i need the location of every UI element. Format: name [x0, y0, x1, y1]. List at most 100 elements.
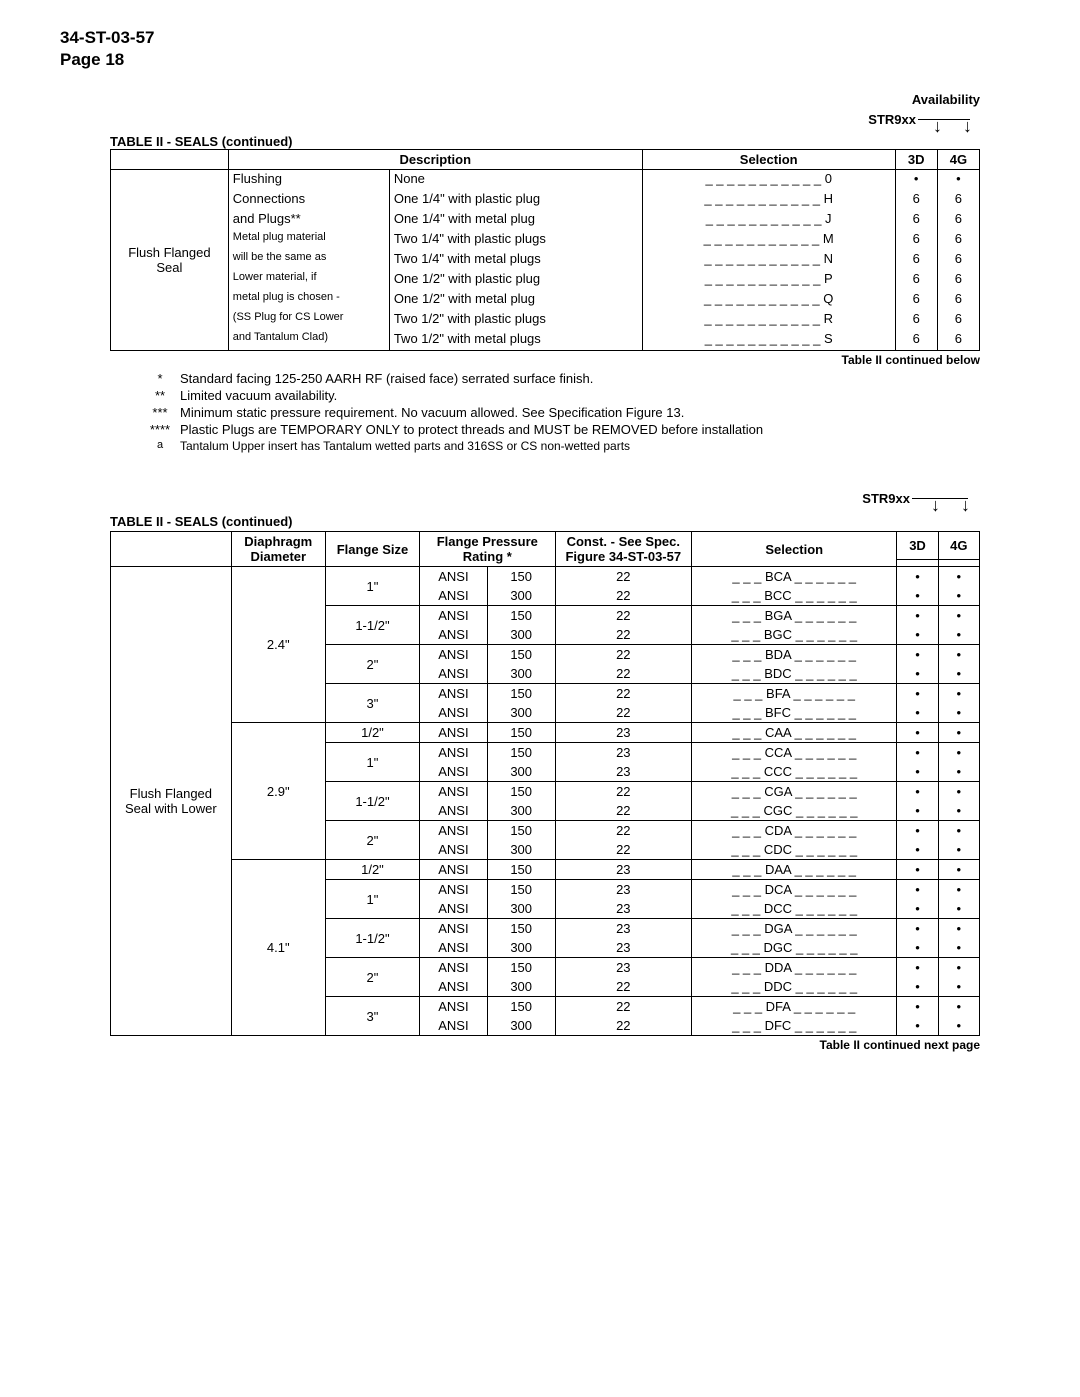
- table2-4g: •: [938, 821, 979, 841]
- table1-desc1: Lower material, if: [228, 270, 389, 290]
- table2-fp-rating: 300: [487, 938, 555, 958]
- table2-4g: •: [938, 899, 979, 919]
- table2-fp-std: ANSI: [420, 880, 488, 900]
- table2-3d: •: [897, 567, 938, 587]
- table2-fp-std: ANSI: [420, 723, 488, 743]
- table2-3d: •: [897, 899, 938, 919]
- table1-3d: 6: [895, 310, 937, 330]
- table2-fp-rating: 300: [487, 703, 555, 723]
- th-selection: Selection: [642, 150, 895, 170]
- table2-fp-std: ANSI: [420, 684, 488, 704]
- table2-4g: •: [938, 860, 979, 880]
- table1-desc1: Connections: [228, 190, 389, 210]
- table1-4g: 6: [937, 250, 979, 270]
- table2-fp-rating: 150: [487, 743, 555, 763]
- table2-fp-std: ANSI: [420, 703, 488, 723]
- table2-selection: _ _ _ CGA _ _ _ _ _ _: [692, 782, 897, 802]
- table2-fp-rating: 300: [487, 899, 555, 919]
- table2-fp-std: ANSI: [420, 840, 488, 860]
- table2-4g: •: [938, 840, 979, 860]
- table2-const: 22: [555, 821, 692, 841]
- table2-fp-std: ANSI: [420, 997, 488, 1017]
- th-3d: 3D: [897, 532, 938, 560]
- footnote-text: Limited vacuum availability.: [180, 388, 1020, 403]
- table2-selection: _ _ _ DFA _ _ _ _ _ _: [692, 997, 897, 1017]
- table2-selection: _ _ _ BGA _ _ _ _ _ _: [692, 606, 897, 626]
- table2-selection: _ _ _ BGC _ _ _ _ _ _: [692, 625, 897, 645]
- table2-fp-std: ANSI: [420, 1016, 488, 1036]
- table2-fp-rating: 300: [487, 664, 555, 684]
- table2-const: 23: [555, 880, 692, 900]
- table1: Description Selection 3D 4G Flush Flange…: [110, 149, 980, 351]
- table2-fp-std: ANSI: [420, 782, 488, 802]
- table2-fp-rating: 150: [487, 860, 555, 880]
- table2-fp-rating: 150: [487, 567, 555, 587]
- table2-selection: _ _ _ DGC _ _ _ _ _ _: [692, 938, 897, 958]
- table2-selection: _ _ _ DCC _ _ _ _ _ _: [692, 899, 897, 919]
- table2-selection: _ _ _ CDA _ _ _ _ _ _: [692, 821, 897, 841]
- table2-fp-rating: 150: [487, 782, 555, 802]
- table2-3d: •: [897, 586, 938, 606]
- table2-4g: •: [938, 567, 979, 587]
- table2-fp-std: ANSI: [420, 567, 488, 587]
- footnote-mark: *: [140, 371, 180, 386]
- table2-fp-std: ANSI: [420, 958, 488, 978]
- table1-desc2: One 1/4" with plastic plug: [389, 190, 642, 210]
- table1-desc1: (SS Plug for CS Lower: [228, 310, 389, 330]
- table2-fp-rating: 150: [487, 606, 555, 626]
- table2-selection: _ _ _ CAA _ _ _ _ _ _: [692, 723, 897, 743]
- table2-const: 22: [555, 625, 692, 645]
- table1-3d: 6: [895, 270, 937, 290]
- th-3d: 3D: [895, 150, 937, 170]
- table2-selection: _ _ _ DCA _ _ _ _ _ _: [692, 880, 897, 900]
- th-const: Const. - See Spec. Figure 34-ST-03-57: [555, 532, 692, 567]
- table1-3d: 6: [895, 250, 937, 270]
- table2-3d: •: [897, 938, 938, 958]
- table1-4g: 6: [937, 270, 979, 290]
- table1-title: TABLE II - SEALS (continued): [110, 134, 980, 149]
- table1-selection: _ _ _ _ _ _ _ _ _ _ _ J: [642, 210, 895, 230]
- table2-selection: _ _ _ DFC _ _ _ _ _ _: [692, 1016, 897, 1036]
- th-flange-size: Flange Size: [325, 532, 419, 567]
- table2-4g: •: [938, 880, 979, 900]
- table1-4g: 6: [937, 190, 979, 210]
- table2-flange-size: 1-1/2": [325, 782, 419, 821]
- table2-fp-std: ANSI: [420, 919, 488, 939]
- table2-3d: •: [897, 997, 938, 1017]
- table2-fp-rating: 150: [487, 880, 555, 900]
- table2-const: 23: [555, 723, 692, 743]
- table2-selection: _ _ _ DDA _ _ _ _ _ _: [692, 958, 897, 978]
- table2-selection: _ _ _ CCA _ _ _ _ _ _: [692, 743, 897, 763]
- footnotes: *Standard facing 125-250 AARH RF (raised…: [140, 371, 1020, 453]
- table2-selection: _ _ _ BDA _ _ _ _ _ _: [692, 645, 897, 665]
- table2-selection: _ _ _ BCC _ _ _ _ _ _: [692, 586, 897, 606]
- table1-category: Flush Flanged Seal: [111, 170, 229, 351]
- table2-4g: •: [938, 801, 979, 821]
- table1-3d: 6: [895, 330, 937, 351]
- table2-fp-std: ANSI: [420, 977, 488, 997]
- table1-desc2: Two 1/2" with metal plugs: [389, 330, 642, 351]
- table2-fp-std: ANSI: [420, 821, 488, 841]
- table2-selection: _ _ _ DGA _ _ _ _ _ _: [692, 919, 897, 939]
- model-label: STR9xx: [868, 112, 916, 127]
- table2-selection: _ _ _ DAA _ _ _ _ _ _: [692, 860, 897, 880]
- table2-diaphragm-diameter: 4.1": [231, 860, 325, 1036]
- table2-fp-rating: 150: [487, 723, 555, 743]
- table1-selection: _ _ _ _ _ _ _ _ _ _ _ Q: [642, 290, 895, 310]
- table2-selection: _ _ _ BFA _ _ _ _ _ _: [692, 684, 897, 704]
- table2-flange-size: 3": [325, 684, 419, 723]
- table2-3d: •: [897, 958, 938, 978]
- table2-flange-size: 1/2": [325, 860, 419, 880]
- table2-3d: •: [897, 880, 938, 900]
- table1-selection: _ _ _ _ _ _ _ _ _ _ _ P: [642, 270, 895, 290]
- down-arrow-icon: ↓: [933, 116, 942, 137]
- table1-4g: 6: [937, 310, 979, 330]
- table1-3d: 6: [895, 230, 937, 250]
- table2-4g: •: [938, 586, 979, 606]
- footnote-mark: ***: [140, 405, 180, 420]
- table1-desc1: and Tantalum Clad): [228, 330, 389, 351]
- table2-4g: •: [938, 782, 979, 802]
- table2-selection: _ _ _ CCC _ _ _ _ _ _: [692, 762, 897, 782]
- table2-const: 23: [555, 762, 692, 782]
- th-4g: 4G: [937, 150, 979, 170]
